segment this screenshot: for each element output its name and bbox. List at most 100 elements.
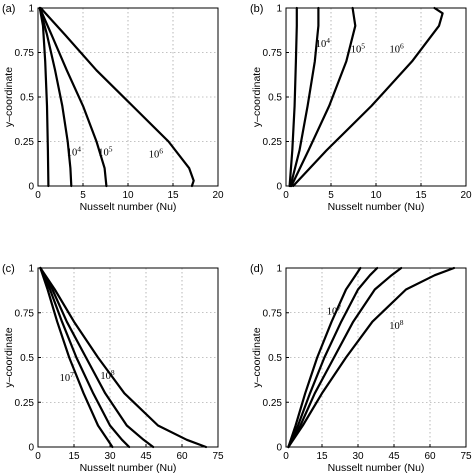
x-tick-label: 10	[122, 190, 134, 201]
y-tick-label: 0.5	[268, 353, 282, 364]
series-line-1	[287, 266, 362, 449]
chart-panel: 0 15 30 45 60 75 0 0.25 0.5 0.75 1 Nusselt number (…	[250, 263, 472, 474]
annotation-exponent: 7	[70, 370, 74, 379]
chart-panel: 0 15 30 45 60 75 0 0.25 0.5 0.75 1 Nusselt number (…	[2, 263, 224, 474]
y-tick-label: 0	[276, 443, 282, 454]
y-tick-label: 0.75	[263, 308, 283, 319]
x-tick-label: 30	[352, 451, 364, 462]
y-axis-label: y–coordinate	[3, 67, 15, 127]
series-line-2	[39, 266, 131, 449]
x-tick-label: 15	[167, 190, 179, 201]
x-tick-label: 75	[212, 451, 224, 462]
panel-label: (c)	[2, 263, 15, 275]
annotation-exponent: 8	[400, 318, 404, 327]
series-line-4	[39, 266, 208, 449]
x-tick-label: 20	[460, 190, 472, 201]
series-line-2	[289, 6, 320, 188]
series-line-3	[287, 266, 403, 449]
curve-annotation: 107	[60, 370, 75, 384]
x-tick-label: 5	[80, 190, 86, 201]
y-tick-label: 0.25	[15, 398, 35, 409]
x-tick-label: 0	[35, 451, 41, 462]
y-axis-label: y–coordinate	[251, 327, 263, 387]
y-tick-label: 0.25	[263, 137, 283, 148]
annotation-base: 10	[67, 148, 78, 159]
x-axis-label: Nusselt number (Nu)	[328, 462, 425, 474]
curve-annotation: 108	[389, 318, 404, 332]
x-tick-label: 30	[104, 451, 116, 462]
annotation-exponent: 5	[361, 42, 365, 51]
series-line-3	[38, 6, 108, 188]
annotation-base: 10	[351, 45, 362, 56]
x-tick-label: 15	[68, 451, 80, 462]
y-tick-label: 0	[276, 182, 282, 193]
series-line-3	[39, 266, 155, 449]
y-tick-label: 0.75	[15, 308, 35, 319]
y-tick-label: 0.5	[20, 93, 34, 104]
x-tick-label: 0	[283, 190, 289, 201]
curve-annotation: 105	[351, 42, 366, 56]
annotation-exponent: 6	[159, 147, 163, 156]
annotation-exponent: 8	[111, 368, 115, 377]
y-tick-label: 0.25	[15, 137, 35, 148]
x-axis-label: Nusselt number (Nu)	[80, 201, 177, 213]
series-line-4	[287, 266, 456, 449]
curve-annotation: 106	[149, 147, 164, 161]
x-tick-label: 60	[176, 451, 188, 462]
annotation-base: 10	[327, 307, 338, 318]
x-tick-label: 10	[370, 190, 382, 201]
series-line-4	[292, 6, 444, 188]
y-tick-label: 1	[28, 264, 34, 275]
x-tick-label: 20	[212, 190, 224, 201]
annotation-base: 10	[98, 148, 109, 159]
x-tick-label: 0	[283, 451, 289, 462]
series-line-1	[288, 6, 298, 188]
annotation-base: 10	[390, 45, 401, 56]
annotation-base: 10	[100, 371, 111, 382]
annotation-base: 10	[149, 150, 160, 161]
series-line-2	[287, 266, 379, 449]
x-tick-label: 15	[316, 451, 328, 462]
annotation-exponent: 7	[337, 304, 341, 313]
curve-annotation: 104	[67, 145, 82, 159]
series-line-3	[290, 6, 357, 188]
x-tick-label: 45	[140, 451, 152, 462]
y-tick-label: 0	[28, 443, 34, 454]
x-tick-label: 60	[424, 451, 436, 462]
x-tick-label: 15	[415, 190, 427, 201]
y-tick-label: 1	[28, 4, 34, 15]
curve-annotation: 106	[390, 42, 405, 56]
y-tick-label: 0.75	[263, 48, 283, 59]
annotation-exponent: 4	[326, 36, 330, 45]
annotation-exponent: 4	[77, 145, 81, 154]
y-tick-label: 0.5	[268, 93, 282, 104]
series-line-1	[39, 266, 114, 449]
x-tick-label: 0	[35, 190, 41, 201]
annotation-base: 10	[60, 373, 71, 384]
curve-annotation: 104	[316, 36, 331, 50]
curve-annotation: 107	[327, 304, 342, 318]
y-axis-label: y–coordinate	[251, 67, 263, 127]
y-axis-label: y–coordinate	[3, 327, 15, 387]
y-tick-label: 1	[276, 264, 282, 275]
y-tick-label: 1	[276, 4, 282, 15]
series-line-2	[38, 6, 73, 188]
y-tick-label: 0.5	[20, 353, 34, 364]
x-tick-label: 75	[460, 451, 472, 462]
x-axis-label: Nusselt number (Nu)	[80, 462, 177, 474]
panel-label: (a)	[2, 3, 15, 15]
series-line-4	[39, 6, 195, 188]
x-axis-label: Nusselt number (Nu)	[328, 201, 425, 213]
y-tick-label: 0	[28, 182, 34, 193]
y-tick-label: 0.75	[15, 48, 35, 59]
annotation-exponent: 6	[400, 42, 404, 51]
curve-annotation: 108	[100, 368, 115, 382]
x-tick-label: 5	[328, 190, 334, 201]
x-tick-label: 45	[388, 451, 400, 462]
annotation-exponent: 5	[109, 145, 113, 154]
y-tick-label: 0.25	[263, 398, 283, 409]
annotation-base: 10	[316, 39, 327, 50]
